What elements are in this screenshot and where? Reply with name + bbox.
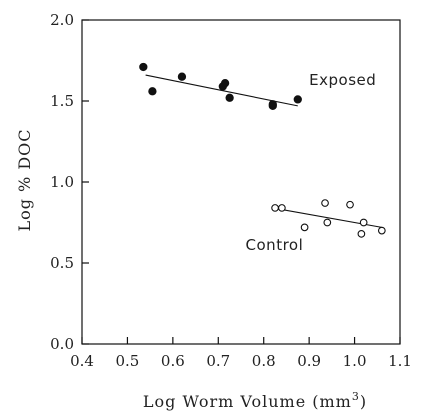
x-tick-label: 0.5	[115, 352, 139, 370]
control-point	[377, 226, 386, 235]
axes	[81, 19, 401, 345]
control-series-label: Control	[246, 236, 304, 254]
x-tick-label: 0.8	[252, 352, 276, 370]
control-point	[357, 229, 366, 238]
x-tick-label: 0.4	[70, 352, 94, 370]
y-axis-title: Log % DOC	[15, 128, 34, 231]
tick-labels: 0.4 0.5 0.6 0.7 0.8 0.9 1.0 1.1 0.0 0.5 1.0 1.5 2.0	[50, 11, 412, 370]
control-point	[323, 218, 332, 227]
control-point	[321, 199, 329, 207]
x-axis-title: Log Worm Volume (mm3)	[143, 390, 367, 411]
y-tick-label: 2.0	[50, 11, 74, 29]
control-point	[271, 204, 279, 212]
exposed-point	[220, 79, 230, 88]
control-point	[278, 204, 286, 212]
control-point	[300, 223, 309, 232]
plot-frame	[81, 19, 401, 345]
exposed-point	[268, 100, 277, 109]
exposed-point	[177, 72, 187, 81]
y-tick-label: 1.0	[50, 173, 74, 191]
x-axis-title-superscript: 3	[352, 390, 360, 403]
exposed-point	[139, 62, 148, 72]
exposed-series-label: Exposed	[309, 71, 376, 89]
y-tick-label: 0.0	[50, 335, 74, 353]
control-point	[346, 200, 354, 209]
data-points	[139, 62, 386, 238]
x-tick-label: 1.1	[388, 352, 412, 370]
x-tick-label: 1.0	[343, 352, 367, 370]
x-axis-title-main: Log Worm Volume (mm	[143, 392, 352, 411]
y-tick-label: 0.5	[50, 254, 74, 272]
series-labels: Exposed Control	[246, 71, 376, 254]
x-tick-label: 0.6	[161, 352, 185, 370]
control-point	[359, 218, 368, 227]
exposed-point	[293, 95, 302, 104]
x-tick-label: 0.9	[297, 352, 321, 370]
y-tick-label: 1.5	[50, 92, 74, 110]
tick-marks	[81, 19, 401, 345]
x-tick-label: 0.7	[206, 352, 230, 370]
exposed-point	[225, 93, 234, 102]
exposed-point	[148, 87, 157, 96]
x-axis-title-end: )	[360, 392, 367, 411]
